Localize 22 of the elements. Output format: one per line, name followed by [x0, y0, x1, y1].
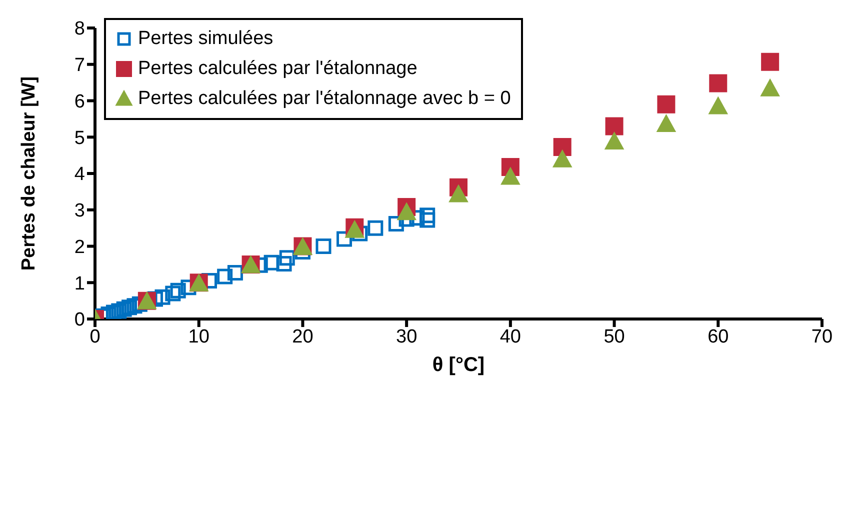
y-tick-label: 8 — [74, 18, 85, 40]
y-tick-label: 5 — [74, 128, 85, 149]
x-axis-title: θ [°C] — [432, 354, 485, 376]
y-tick-label: 4 — [74, 164, 86, 186]
x-tick-label: 50 — [604, 326, 625, 348]
x-tick-label: 20 — [292, 326, 314, 348]
y-tick-label: 0 — [74, 310, 85, 331]
y-tick-label: 6 — [74, 91, 85, 112]
x-tick-label: 40 — [500, 326, 521, 348]
y-tick-label: 2 — [74, 236, 85, 258]
y-axis-title: Pertes de chaleur [W] — [18, 76, 40, 271]
legend-label: Pertes simulées — [138, 28, 274, 50]
x-tick-label: 60 — [708, 326, 729, 348]
x-tick-label: 0 — [90, 326, 100, 348]
x-tick-label: 10 — [188, 326, 210, 348]
x-tick-label: 70 — [811, 326, 833, 348]
legend-label: Pertes calculées par l'étalonnage — [138, 58, 418, 80]
x-tick-label: 30 — [396, 326, 418, 348]
y-tick-label: 1 — [74, 273, 85, 294]
legend-label: Pertes calculées par l'étalonnage avec b = 0 — [138, 88, 511, 110]
y-tick-label: 3 — [74, 200, 85, 222]
y-tick-label: 7 — [74, 55, 85, 76]
